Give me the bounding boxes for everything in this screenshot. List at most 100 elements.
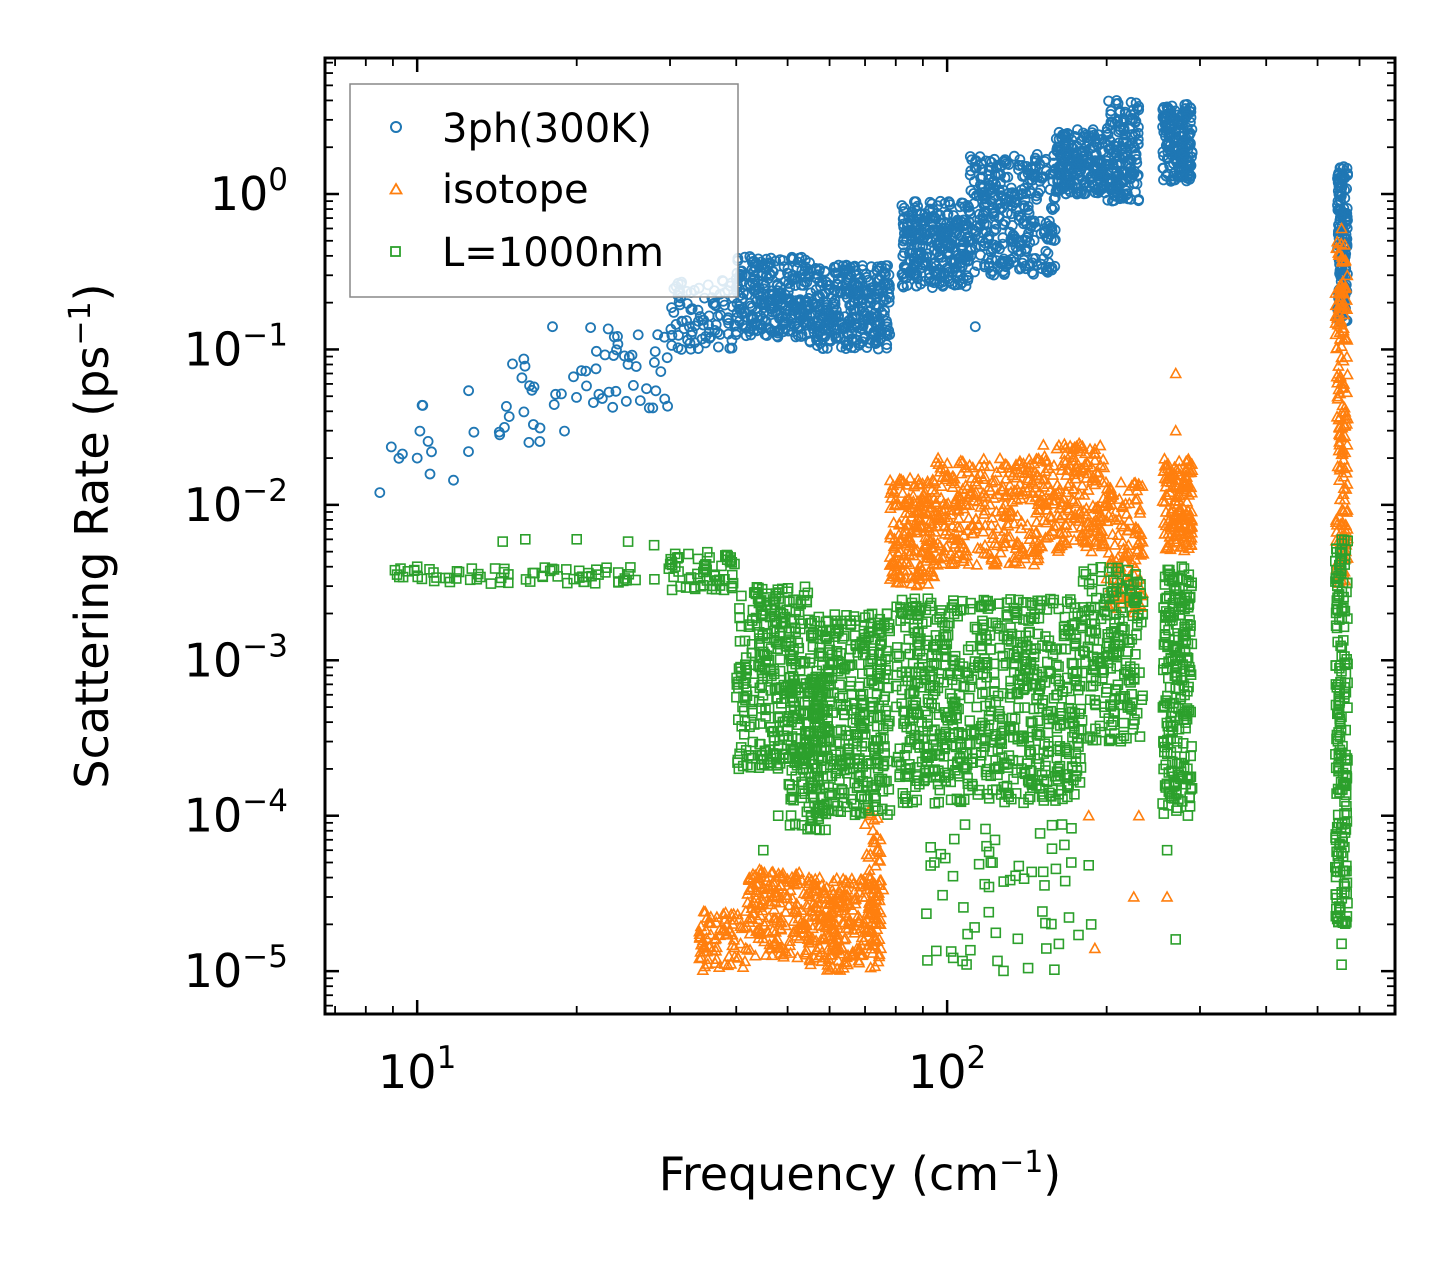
point-isotope — [1340, 438, 1354, 450]
point-isotope — [1022, 481, 1036, 493]
point-isotope — [746, 867, 760, 880]
point-isotope — [705, 943, 719, 955]
point-3ph — [925, 276, 937, 287]
point-isotope — [747, 895, 761, 908]
point-isotope — [1055, 498, 1069, 510]
point-isotope — [874, 832, 887, 845]
point-isotope — [935, 513, 948, 525]
point-boundary — [408, 564, 420, 576]
point-isotope — [1058, 453, 1071, 466]
point-boundary — [750, 588, 762, 600]
point-3ph — [981, 197, 993, 209]
point-3ph — [634, 395, 646, 407]
point-isotope — [813, 871, 827, 883]
point-isotope — [1332, 420, 1346, 432]
point-3ph — [852, 322, 863, 334]
point-3ph — [956, 257, 968, 268]
point-3ph — [417, 399, 429, 411]
point-isotope — [1339, 482, 1353, 494]
point-3ph — [919, 208, 931, 219]
point-3ph — [793, 252, 805, 264]
point-3ph — [956, 261, 968, 273]
point-3ph — [1015, 189, 1027, 201]
point-isotope — [1014, 521, 1028, 534]
point-isotope — [810, 942, 823, 955]
point-3ph — [976, 164, 987, 176]
point-3ph — [838, 264, 850, 276]
point-3ph — [977, 235, 989, 247]
point-3ph — [1336, 174, 1348, 186]
point-boundary — [619, 573, 631, 584]
point-isotope — [1058, 517, 1072, 530]
point-3ph — [925, 260, 937, 272]
point-isotope — [1335, 443, 1349, 456]
point-isotope — [710, 940, 724, 953]
point-isotope — [985, 553, 999, 565]
point-isotope — [1336, 431, 1349, 443]
point-isotope — [1082, 809, 1096, 821]
point-isotope — [819, 918, 833, 931]
point-3ph — [652, 329, 664, 341]
point-3ph — [915, 216, 926, 228]
point-isotope — [949, 550, 963, 562]
point-isotope — [1059, 535, 1073, 547]
point-isotope — [830, 962, 844, 974]
point-boundary — [428, 575, 440, 587]
point-isotope — [1063, 448, 1077, 460]
point-isotope — [899, 506, 913, 518]
point-boundary — [971, 701, 983, 713]
point-3ph — [1024, 237, 1036, 248]
point-3ph — [958, 214, 970, 226]
point-isotope — [1012, 537, 1026, 549]
point-3ph — [999, 267, 1011, 279]
point-isotope — [957, 547, 971, 560]
point-3ph — [786, 309, 798, 321]
point-3ph — [666, 329, 678, 341]
point-3ph — [1170, 142, 1182, 154]
point-3ph — [1022, 200, 1034, 212]
point-isotope — [1104, 481, 1117, 493]
point-isotope — [1183, 522, 1197, 534]
point-isotope — [815, 954, 829, 966]
point-isotope — [909, 567, 923, 580]
point-3ph — [548, 399, 560, 411]
point-isotope — [1030, 468, 1043, 480]
point-3ph — [852, 293, 864, 305]
point-isotope — [1336, 447, 1349, 459]
point-isotope — [1080, 508, 1094, 520]
point-isotope — [833, 941, 846, 954]
point-boundary — [754, 633, 765, 644]
point-3ph — [602, 323, 614, 335]
point-3ph — [731, 326, 742, 338]
point-boundary — [784, 596, 795, 608]
point-isotope — [915, 544, 928, 556]
point-boundary — [765, 643, 777, 654]
point-isotope — [813, 940, 827, 953]
point-3ph — [686, 326, 698, 338]
point-isotope — [1338, 238, 1352, 250]
point-isotope — [1164, 542, 1177, 555]
point-3ph — [1159, 119, 1171, 131]
point-3ph — [681, 298, 693, 310]
point-isotope — [934, 491, 948, 503]
point-3ph — [737, 319, 748, 331]
point-boundary — [773, 593, 785, 604]
point-isotope — [929, 495, 943, 508]
point-3ph — [832, 273, 844, 285]
point-isotope — [884, 486, 897, 498]
point-isotope — [1133, 503, 1147, 515]
point-isotope — [874, 941, 888, 954]
point-isotope — [1022, 452, 1036, 465]
point-isotope — [970, 477, 983, 490]
point-3ph — [463, 385, 475, 397]
point-isotope — [1102, 546, 1116, 558]
point-isotope — [976, 487, 990, 499]
point-isotope — [693, 927, 707, 939]
point-3ph — [1051, 183, 1063, 194]
point-isotope — [906, 489, 920, 501]
point-isotope — [887, 516, 901, 528]
point-3ph — [969, 161, 981, 173]
point-3ph — [829, 285, 841, 297]
point-3ph — [697, 319, 709, 331]
point-isotope — [1180, 495, 1194, 507]
